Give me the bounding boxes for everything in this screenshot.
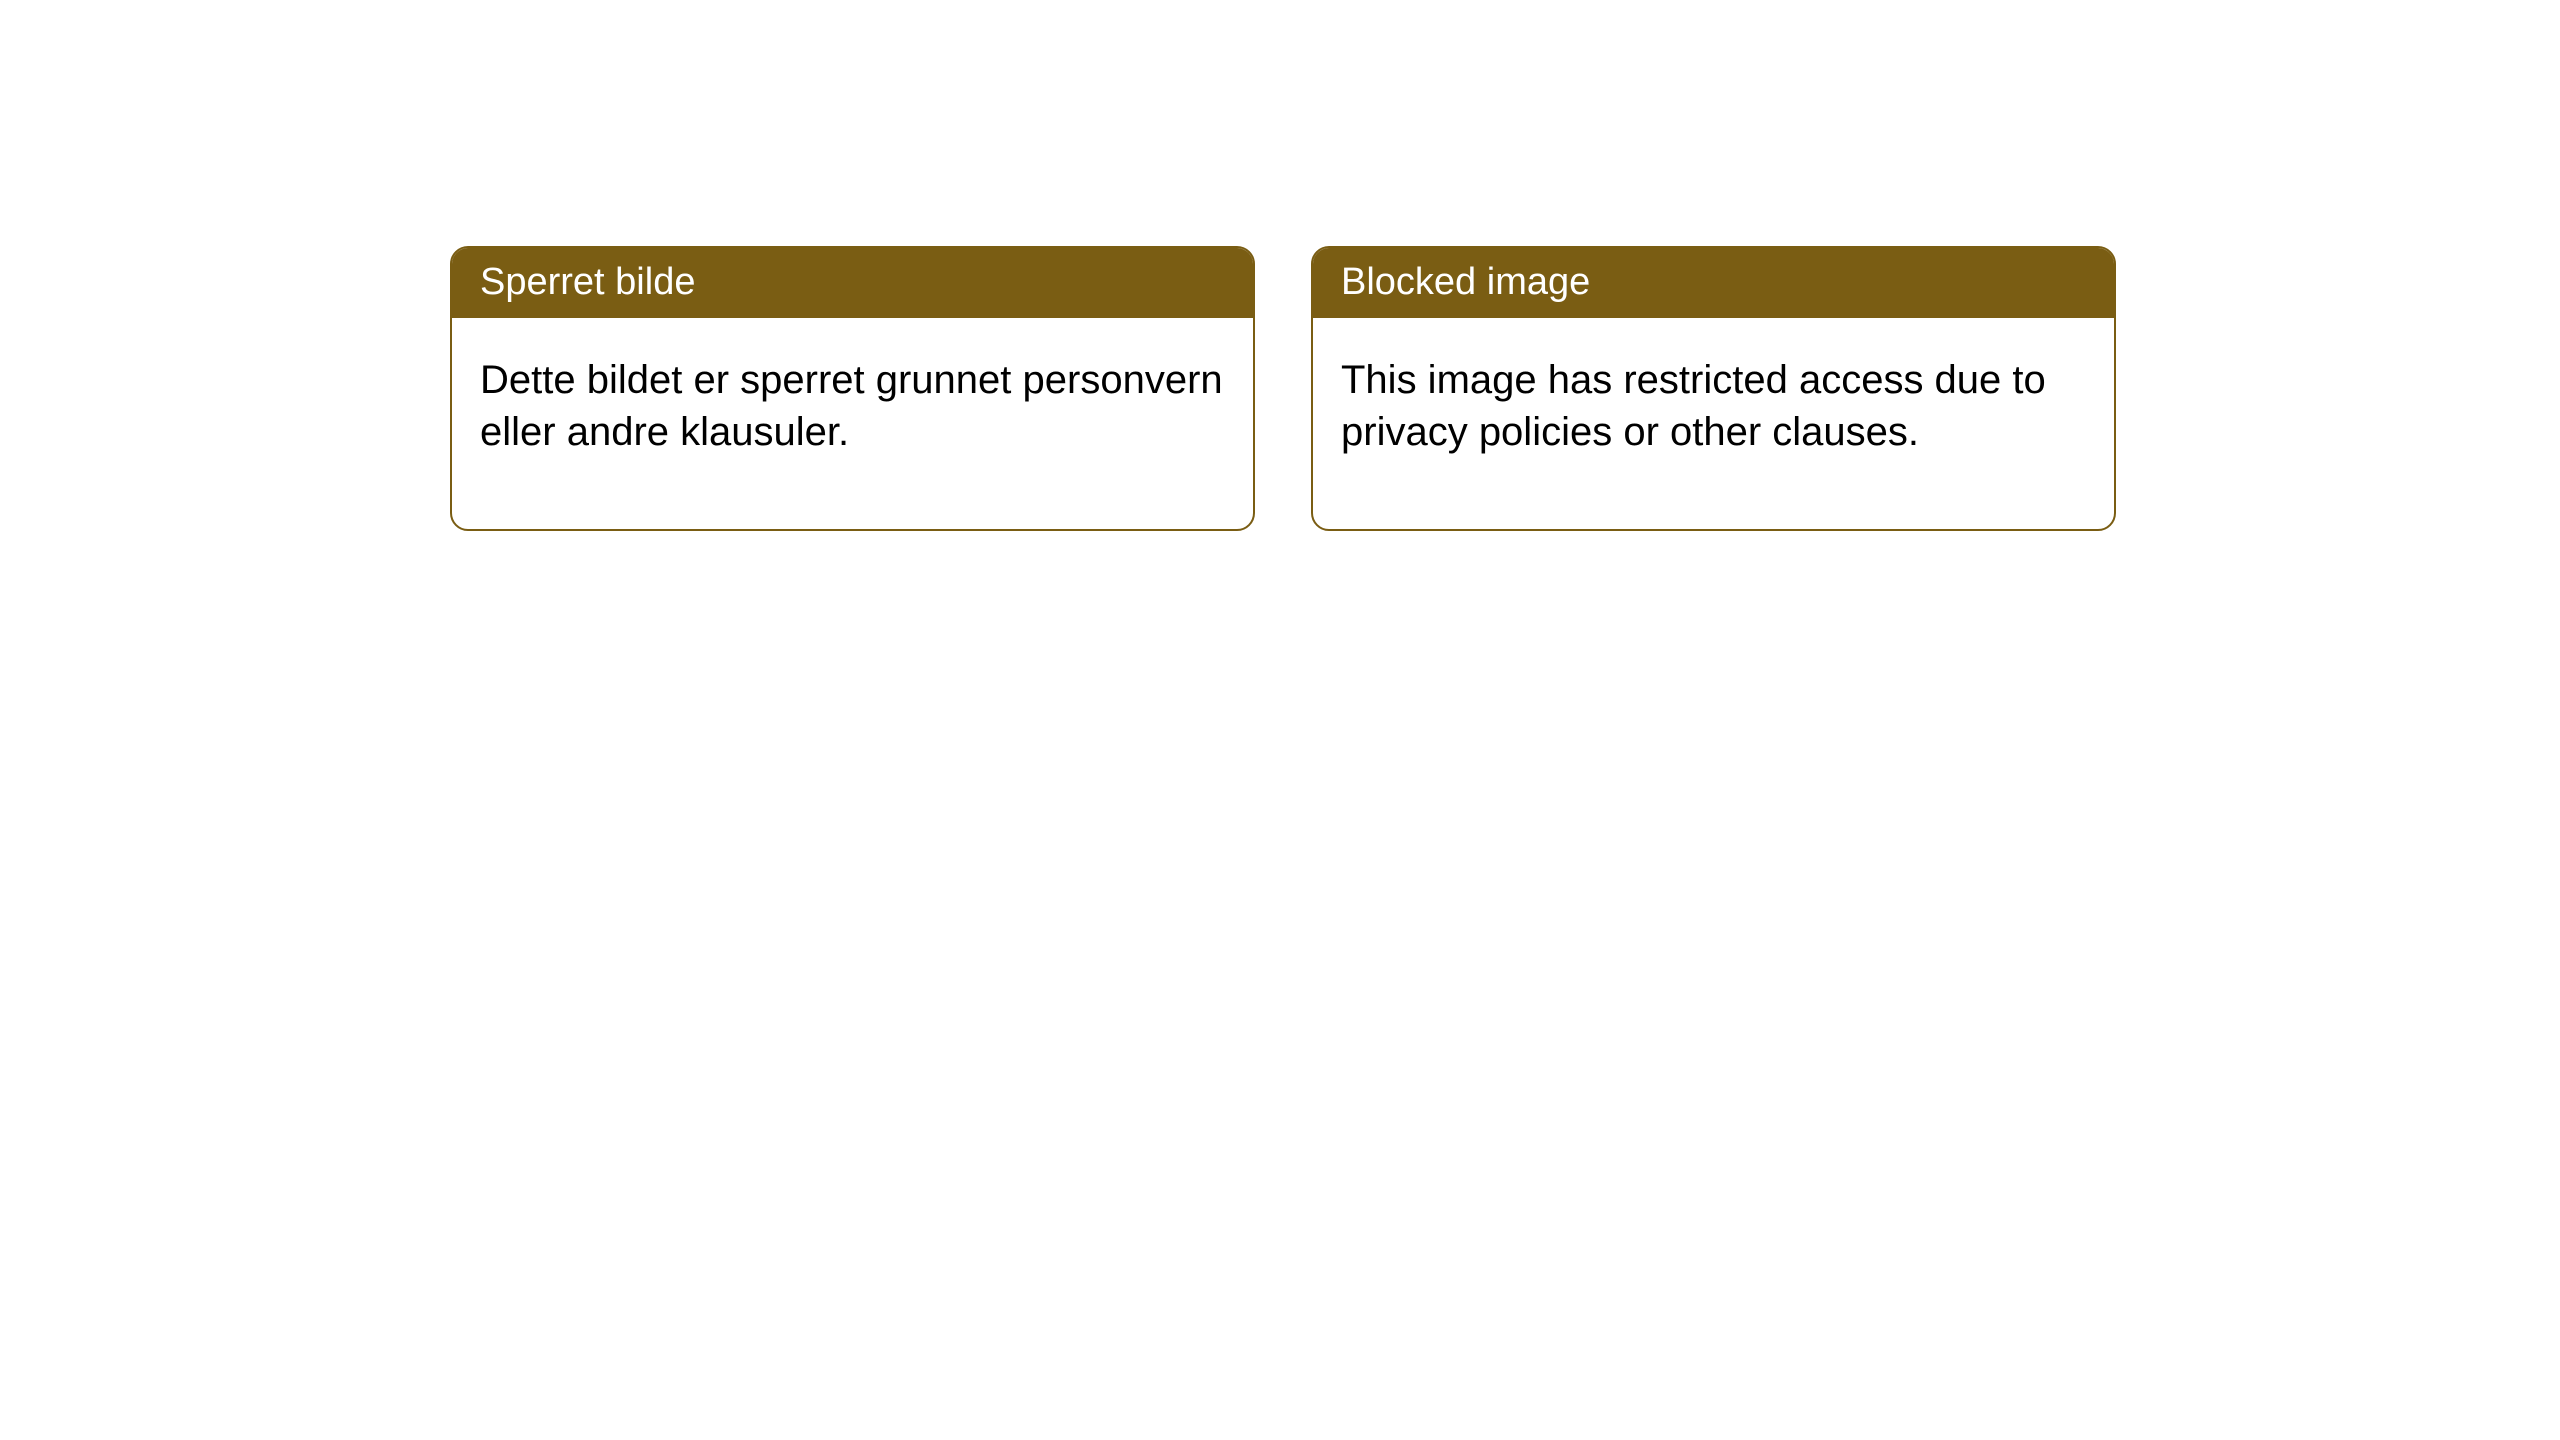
notice-card-norwegian: Sperret bilde Dette bildet er sperret gr… [450, 246, 1255, 531]
notice-card-body: This image has restricted access due to … [1313, 318, 2114, 530]
notice-card-body: Dette bildet er sperret grunnet personve… [452, 318, 1253, 530]
notice-card-header: Sperret bilde [452, 248, 1253, 318]
notice-card-header: Blocked image [1313, 248, 2114, 318]
notice-card-english: Blocked image This image has restricted … [1311, 246, 2116, 531]
notice-cards-container: Sperret bilde Dette bildet er sperret gr… [450, 246, 2116, 531]
